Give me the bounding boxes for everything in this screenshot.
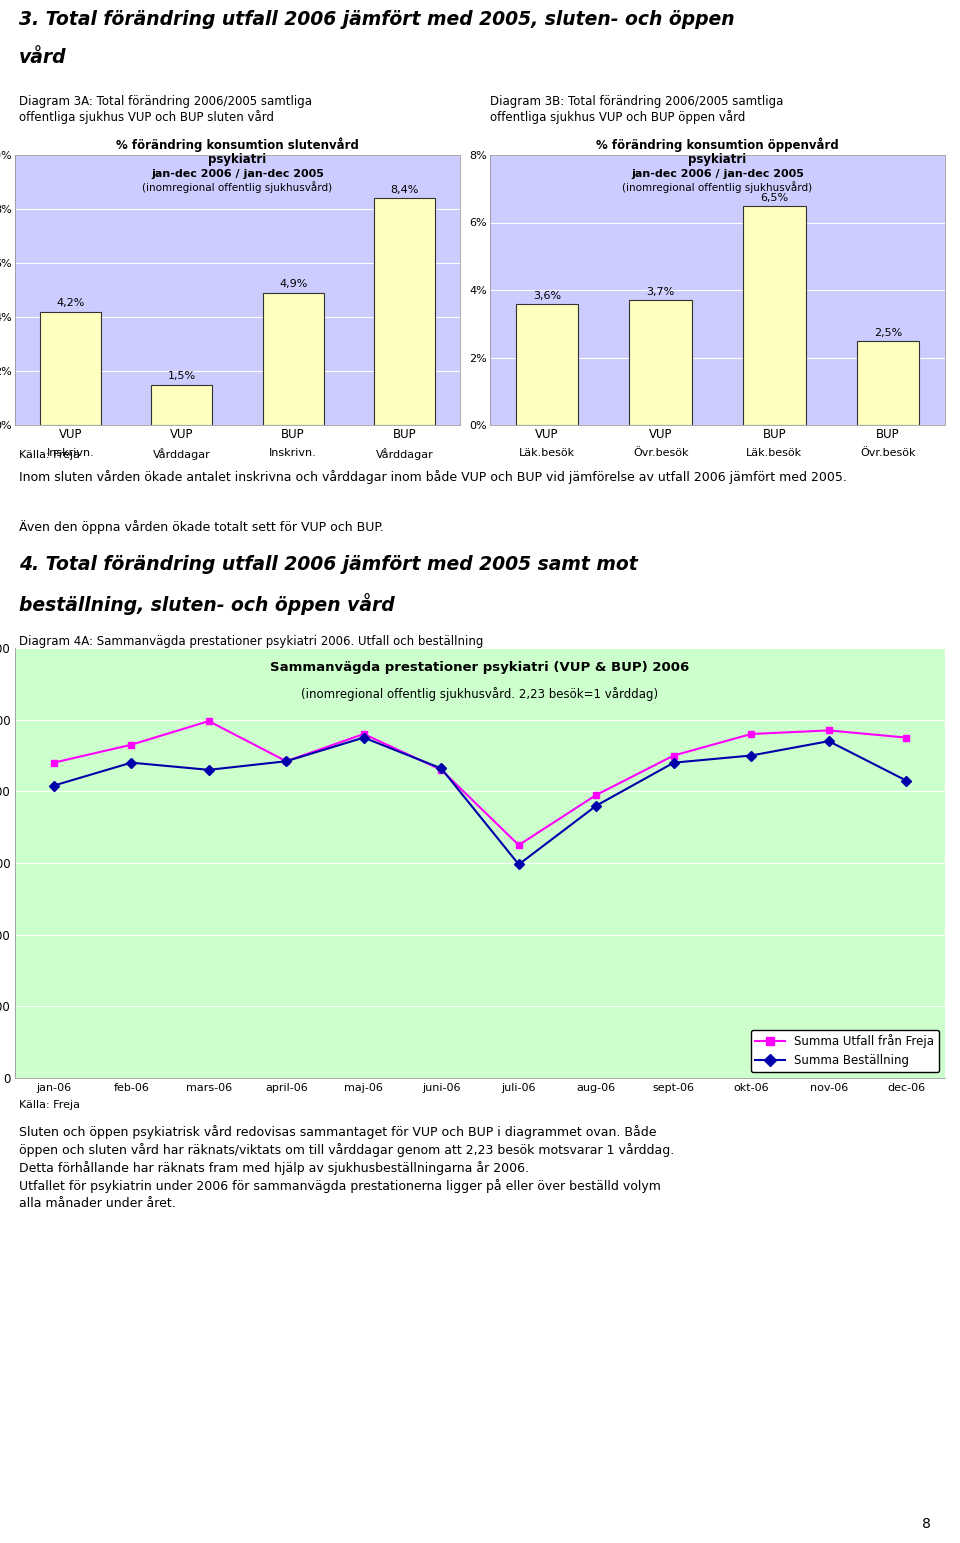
Summa Beställning [126,753,137,772]
Text: (inomregional offentlig sjukhusvård): (inomregional offentlig sjukhusvård) [622,181,812,193]
Line: Summa Beställning: Summa Beställning [50,734,910,867]
Summa Beställning [668,753,680,772]
Bar [630,301,692,424]
Text: Övr.besök: Övr.besök [633,447,688,458]
Summa Beställning [358,728,370,747]
Text: (inomregional offentlig sjukhusvård): (inomregional offentlig sjukhusvård) [142,181,332,193]
Text: 3,6%: 3,6% [533,290,561,301]
Summa Beställning [203,761,214,779]
Summa Utfall från Freja [823,721,834,739]
Text: Diagram 4A: Sammanvägda prestationer psykiatri 2006. Utfall och beställning: Diagram 4A: Sammanvägda prestationer psy… [19,636,484,648]
Legend: Summa Utfall från Freja, Summa Beställning: Summa Utfall från Freja, Summa Beställni… [751,1029,939,1072]
Text: Läk.besök: Läk.besök [518,447,575,458]
Text: 3,7%: 3,7% [646,287,675,298]
Text: Även den öppna vården ökade totalt sett för VUP och BUP.: Även den öppna vården ökade totalt sett … [19,520,384,534]
Bar [373,198,435,424]
Text: Källa: Freja: Källa: Freja [19,451,81,460]
Summa Utfall från Freja [590,785,602,804]
Text: 1,5%: 1,5% [168,372,196,381]
Text: Källa: Freja: Källa: Freja [19,1100,81,1109]
Text: % förändring konsumtion slutenvård: % förändring konsumtion slutenvård [116,137,359,153]
Text: 8: 8 [923,1517,931,1531]
Bar [152,384,212,424]
Bar [516,304,578,424]
Text: Utfallet för psykiatrin under 2006 för sammanvägda prestationerna ligger på elle: Utfallet för psykiatrin under 2006 för s… [19,1179,661,1193]
Text: 8,4%: 8,4% [390,185,419,194]
Text: beställning, sluten- och öppen vård: beställning, sluten- och öppen vård [19,593,395,616]
Bar [262,293,324,424]
Text: Övr.besök: Övr.besök [860,447,916,458]
Text: 4. Total förändring utfall 2006 jämfört med 2005 samt mot: 4. Total förändring utfall 2006 jämfört … [19,555,638,574]
Text: Diagram 3B: Total förändring 2006/2005 samtliga
offentliga sjukhus VUP och BUP ö: Diagram 3B: Total förändring 2006/2005 s… [490,96,783,123]
Bar [40,312,101,424]
Text: 4,2%: 4,2% [57,298,84,309]
Summa Beställning [280,751,292,770]
Line: Summa Utfall från Freja: Summa Utfall från Freja [50,717,910,849]
Summa Utfall från Freja [513,836,524,855]
Text: Läk.besök: Läk.besök [746,447,803,458]
Text: vård: vård [19,48,66,66]
Summa Utfall från Freja [280,751,292,770]
Summa Utfall från Freja [126,736,137,755]
Bar [857,341,920,424]
Summa Beställning [513,855,524,873]
Text: alla månader under året.: alla månader under året. [19,1197,176,1210]
Text: psykiatri: psykiatri [208,153,267,165]
Summa Beställning [900,772,912,790]
Text: psykiatri: psykiatri [688,153,747,165]
Text: Sluten och öppen psykiatrisk vård redovisas sammantaget för VUP och BUP i diagra: Sluten och öppen psykiatrisk vård redovi… [19,1125,657,1139]
Text: Detta förhållande har räknats fram med hjälp av sjukhusbeställningarna år 2006.: Detta förhållande har räknats fram med h… [19,1160,529,1174]
Text: 4,9%: 4,9% [279,279,307,290]
Summa Utfall från Freja [668,747,680,765]
Summa Beställning [436,759,447,778]
Text: % förändring konsumtion öppenvård: % förändring konsumtion öppenvård [596,137,839,153]
Summa Beställning [746,747,757,765]
Text: öppen och sluten vård har räknats/viktats om till vårddagar genom att 2,23 besök: öppen och sluten vård har räknats/viktat… [19,1143,675,1157]
Text: Vårddagar: Vårddagar [153,447,211,460]
Text: Inom sluten vården ökade antalet inskrivna och vårddagar inom både VUP och BUP v: Inom sluten vården ökade antalet inskriv… [19,471,847,485]
Summa Utfall från Freja [900,728,912,747]
Summa Utfall från Freja [48,753,60,772]
Summa Beställning [823,731,834,750]
Text: jan-dec 2006 / jan-dec 2005: jan-dec 2006 / jan-dec 2005 [631,170,804,179]
Text: jan-dec 2006 / jan-dec 2005: jan-dec 2006 / jan-dec 2005 [151,170,324,179]
Bar [743,205,805,424]
Text: Vårddagar: Vårddagar [375,447,433,460]
Text: 3. Total förändring utfall 2006 jämfört med 2005, sluten- och öppen: 3. Total förändring utfall 2006 jämfört … [19,9,734,29]
Text: 6,5%: 6,5% [760,193,788,204]
Text: Sammanvägda prestationer psykiatri (VUP & BUP) 2006: Sammanvägda prestationer psykiatri (VUP … [271,660,689,674]
Text: 2,5%: 2,5% [874,329,902,338]
Summa Utfall från Freja [436,761,447,779]
Text: Inskrivn.: Inskrivn. [269,447,317,458]
Summa Utfall från Freja [746,725,757,744]
Text: Inskrivn.: Inskrivn. [47,447,94,458]
Summa Utfall från Freja [358,725,370,744]
Summa Utfall från Freja [203,711,214,730]
Summa Beställning [48,776,60,795]
Text: Diagram 3A: Total förändring 2006/2005 samtliga
offentliga sjukhus VUP och BUP s: Diagram 3A: Total förändring 2006/2005 s… [19,96,312,123]
Text: (inomregional offentlig sjukhusvård. 2,23 besök=1 vårddag): (inomregional offentlig sjukhusvård. 2,2… [301,687,659,701]
Summa Beställning [590,796,602,815]
